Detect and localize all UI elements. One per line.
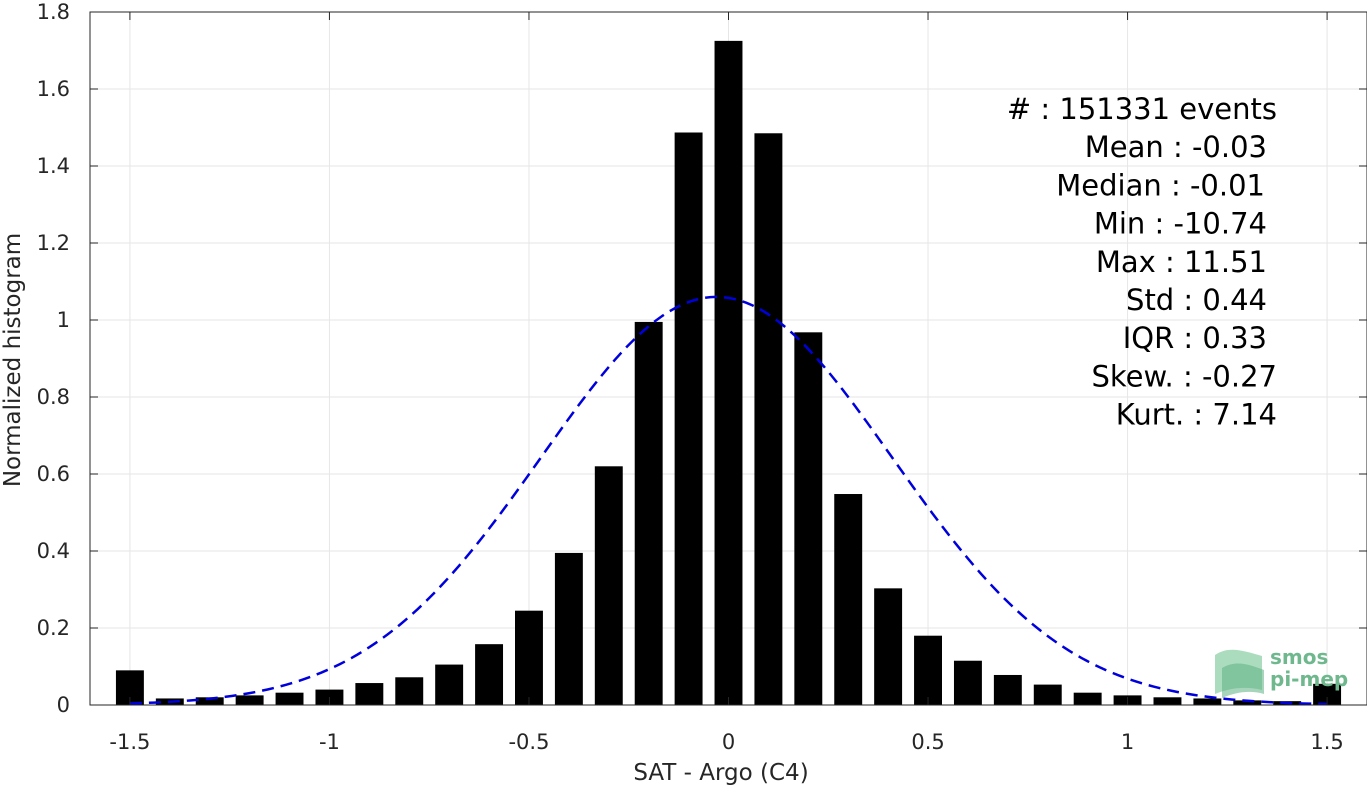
x-axis-title: SAT - Argo (C4) bbox=[633, 760, 808, 786]
x-tick-label: 0 bbox=[722, 730, 735, 754]
histogram-bar bbox=[874, 588, 903, 705]
histogram-bar bbox=[355, 683, 384, 705]
histogram-bar bbox=[993, 674, 1022, 705]
stat-line: Std : 0.44 bbox=[1126, 283, 1267, 317]
stat-line: # : 151331 events bbox=[1007, 92, 1277, 126]
y-tick-label: 0.4 bbox=[37, 539, 70, 563]
x-axis-ticks: -1.5 -1 -0.5 0 0.5 1 1.5 bbox=[109, 12, 1344, 754]
stat-line: IQR : 0.33 bbox=[1123, 321, 1267, 355]
histogram-bar bbox=[914, 635, 942, 705]
y-tick-label: 1 bbox=[57, 308, 70, 332]
x-tick-label: -0.5 bbox=[508, 730, 549, 754]
y-axis-title: Normalized histogram bbox=[0, 233, 26, 487]
y-tick-label: 0 bbox=[57, 693, 70, 717]
stat-line: Median : -0.01 bbox=[1056, 168, 1265, 202]
histogram-bar bbox=[275, 692, 304, 705]
histogram-bar bbox=[953, 660, 982, 705]
x-tick-label: -1.5 bbox=[109, 730, 150, 754]
y-tick-label: 1.2 bbox=[37, 231, 70, 255]
logo-text-smos: smos bbox=[1270, 645, 1328, 669]
histogram-bar bbox=[435, 664, 464, 705]
y-tick-label: 0.6 bbox=[37, 462, 70, 486]
histogram-bar bbox=[1153, 697, 1182, 705]
smos-pi-mep-logo: smos pi-mep bbox=[1215, 645, 1348, 698]
statistics-annotation: # : 151331 events Mean : -0.03 Median : -0… bbox=[1007, 92, 1277, 432]
x-tick-label: 1.5 bbox=[1310, 730, 1343, 754]
y-tick-label: 0.8 bbox=[37, 385, 70, 409]
x-tick-label: -1 bbox=[319, 730, 340, 754]
logo-wave-shape-2 bbox=[1222, 663, 1264, 698]
stat-line: Mean : -0.03 bbox=[1085, 130, 1267, 164]
histogram-bar bbox=[594, 466, 623, 705]
histogram-bar bbox=[195, 697, 224, 705]
histogram-bar bbox=[1313, 683, 1342, 705]
stat-line: Max : 11.51 bbox=[1096, 245, 1267, 279]
y-tick-label: 1.6 bbox=[37, 77, 70, 101]
histogram-bar bbox=[714, 40, 743, 705]
gaussian-fit-curve bbox=[129, 295, 1328, 706]
histogram-bar bbox=[515, 610, 543, 705]
x-tick-label: 1 bbox=[1121, 730, 1134, 754]
stat-line: Min : -10.74 bbox=[1094, 207, 1267, 241]
histogram-bar bbox=[674, 132, 703, 705]
y-tick-label: 1.8 bbox=[37, 0, 70, 24]
histogram-bar bbox=[1233, 700, 1262, 705]
histogram-bar bbox=[235, 695, 264, 705]
y-axis-ticks: 0 0.2 0.4 0.6 0.8 1 1.2 1.4 1.6 1.8 bbox=[37, 0, 1367, 717]
histogram-bar bbox=[475, 644, 504, 705]
logo-text-pi-mep: pi-mep bbox=[1270, 667, 1348, 691]
histogram-bar bbox=[754, 133, 783, 705]
histogram-bar bbox=[395, 677, 424, 705]
histogram-bar bbox=[794, 332, 823, 705]
histogram-bar bbox=[1073, 692, 1102, 705]
histogram-bar bbox=[634, 321, 663, 705]
y-tick-label: 1.4 bbox=[37, 154, 70, 178]
stat-line: Kurt. : 7.14 bbox=[1116, 398, 1277, 432]
stat-line: Skew. : -0.27 bbox=[1091, 359, 1277, 393]
histogram-bar bbox=[554, 552, 583, 705]
x-tick-label: 0.5 bbox=[911, 730, 944, 754]
histogram-bar bbox=[1033, 684, 1062, 705]
histogram-bar bbox=[1193, 698, 1222, 705]
y-tick-label: 0.2 bbox=[37, 616, 70, 640]
histogram-bar bbox=[834, 494, 863, 705]
